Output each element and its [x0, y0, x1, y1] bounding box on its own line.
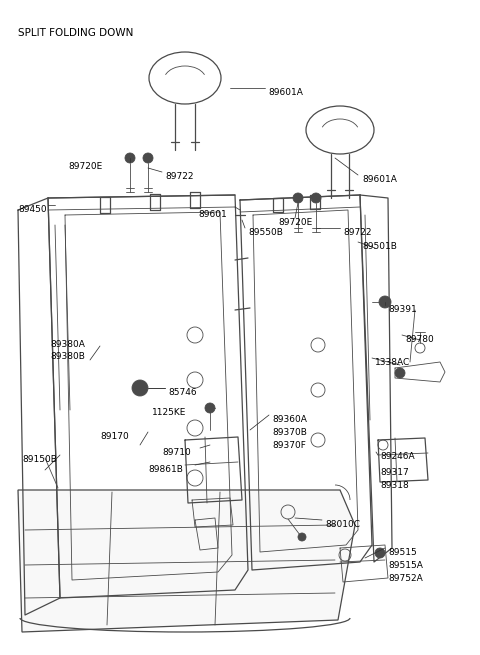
Text: SPLIT FOLDING DOWN: SPLIT FOLDING DOWN: [18, 28, 133, 38]
Text: 89601: 89601: [198, 210, 227, 219]
Text: 89722: 89722: [343, 228, 372, 237]
Text: 89450: 89450: [18, 205, 47, 214]
Circle shape: [143, 153, 153, 163]
Circle shape: [395, 368, 405, 378]
Text: 89861B: 89861B: [148, 465, 183, 474]
Text: 89501B: 89501B: [362, 242, 397, 251]
Text: 89752A: 89752A: [388, 574, 423, 583]
Text: 89601A: 89601A: [268, 88, 303, 97]
Text: 89710: 89710: [162, 448, 191, 457]
Text: 1338AC: 1338AC: [375, 358, 410, 367]
Circle shape: [375, 548, 385, 558]
Text: 89550B: 89550B: [248, 228, 283, 237]
Text: 89360A: 89360A: [272, 415, 307, 424]
Circle shape: [379, 296, 391, 308]
Text: 89780: 89780: [405, 335, 434, 344]
Text: 85746: 85746: [168, 388, 197, 397]
Circle shape: [298, 533, 306, 541]
Text: 89150B: 89150B: [22, 455, 57, 464]
Text: 89170: 89170: [100, 432, 129, 441]
Circle shape: [205, 403, 215, 413]
Text: 89515A: 89515A: [388, 561, 423, 570]
Text: 89515: 89515: [388, 548, 417, 557]
Text: 89380A: 89380A: [50, 340, 85, 349]
Circle shape: [125, 153, 135, 163]
Text: 89370F: 89370F: [272, 441, 306, 450]
Text: 89317: 89317: [380, 468, 409, 477]
Text: 89720E: 89720E: [68, 162, 102, 171]
Text: 89720E: 89720E: [278, 218, 312, 227]
Circle shape: [132, 380, 148, 396]
Text: 89722: 89722: [165, 172, 193, 181]
Text: 89318: 89318: [380, 481, 409, 490]
Circle shape: [311, 193, 321, 203]
Text: 1125KE: 1125KE: [152, 408, 186, 417]
Text: 89380B: 89380B: [50, 352, 85, 361]
Polygon shape: [18, 490, 355, 632]
Text: 88010C: 88010C: [325, 520, 360, 529]
Text: 89370B: 89370B: [272, 428, 307, 437]
Circle shape: [293, 193, 303, 203]
Text: 89246A: 89246A: [380, 452, 415, 461]
Text: 89601A: 89601A: [362, 175, 397, 184]
Text: 89391: 89391: [388, 305, 417, 314]
